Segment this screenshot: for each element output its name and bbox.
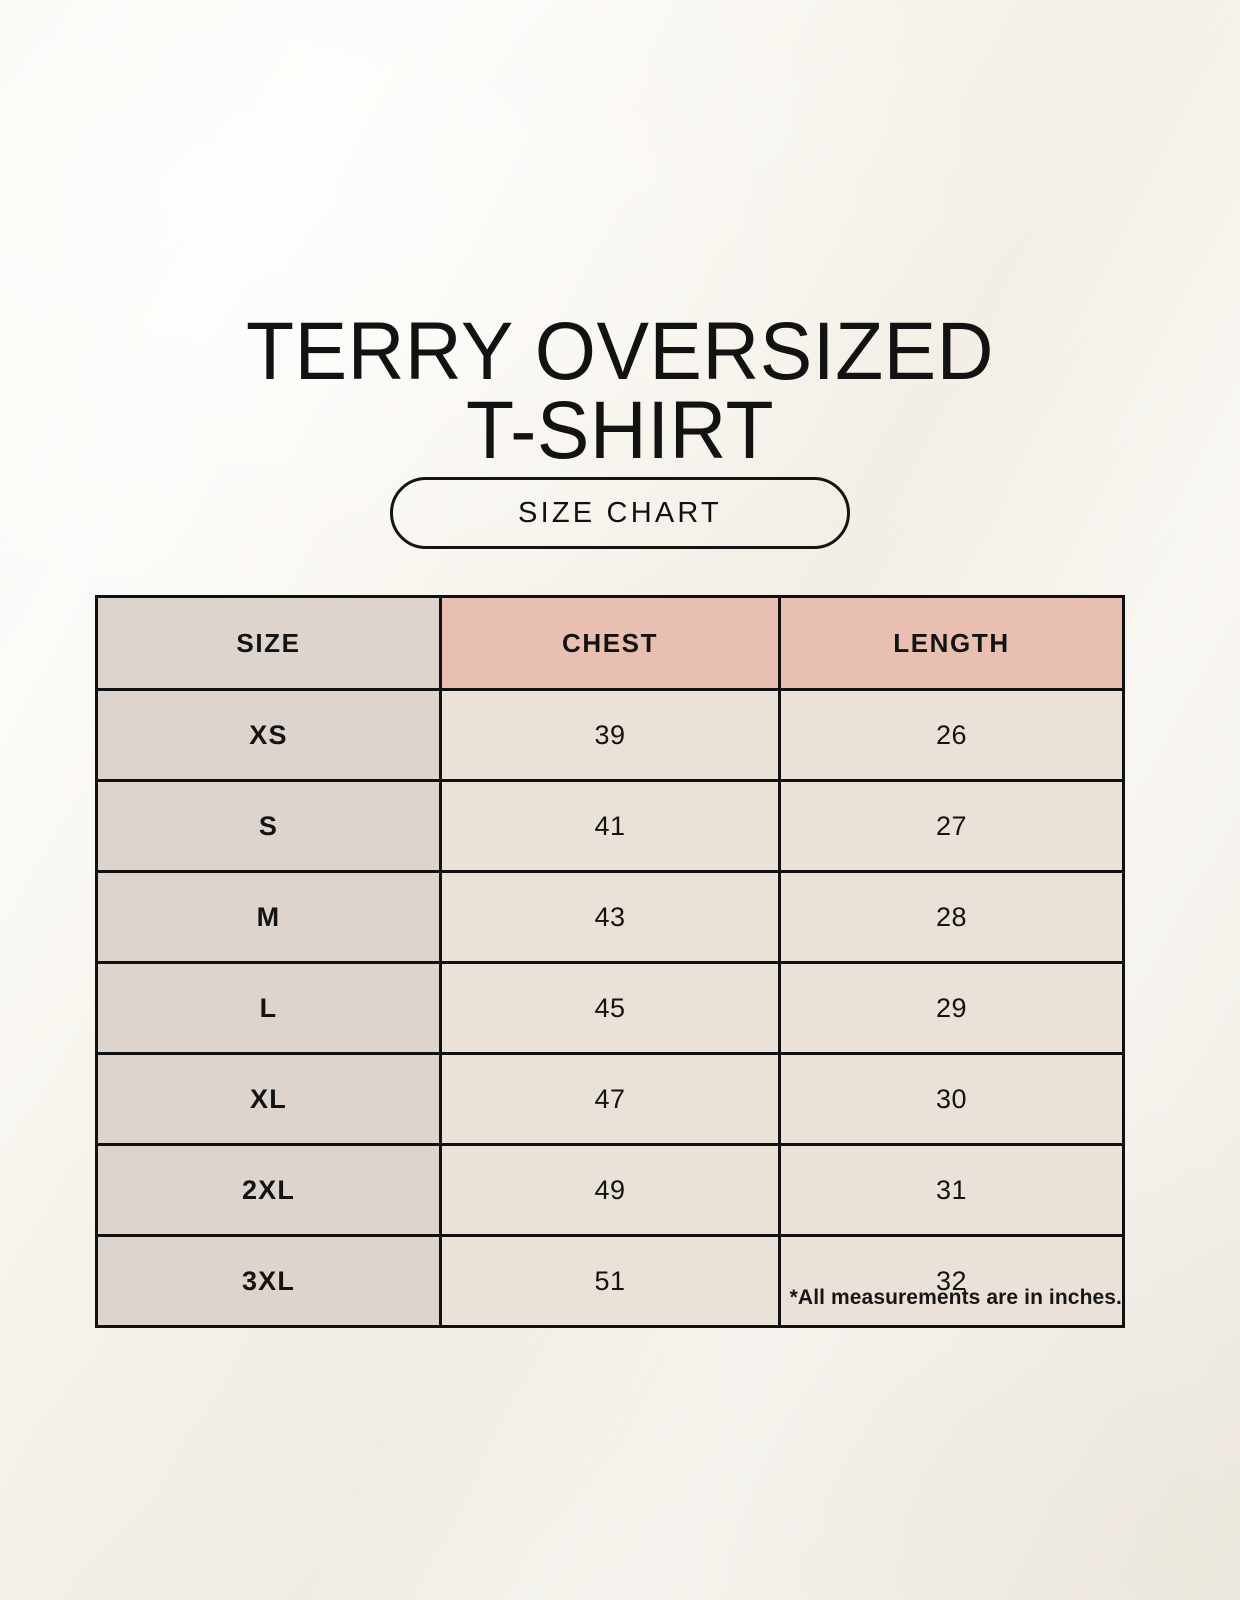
- page-title-line-2: T-SHIRT: [465, 384, 775, 476]
- cell-length: 29: [778, 961, 1125, 1055]
- table-row: XL 47 30: [95, 1052, 1125, 1146]
- cell-size: 2XL: [95, 1143, 442, 1237]
- table-row: M 43 28: [95, 870, 1125, 964]
- table-header: SIZE CHEST LENGTH: [95, 595, 1125, 691]
- column-header-length: LENGTH: [778, 595, 1125, 691]
- cell-length: 32: [778, 1234, 1125, 1328]
- cell-size: XS: [95, 688, 442, 782]
- cell-chest: 47: [439, 1052, 781, 1146]
- table-header-row: SIZE CHEST LENGTH: [95, 595, 1125, 691]
- table-row: L 45 29: [95, 961, 1125, 1055]
- table-row: XS 39 26: [95, 688, 1125, 782]
- cell-length: 30: [778, 1052, 1125, 1146]
- cell-size: M: [95, 870, 442, 964]
- cell-chest: 41: [439, 779, 781, 873]
- size-chart-table: SIZE CHEST LENGTH XS 39 26 S 41 27 M: [95, 595, 1125, 1328]
- table-row: S 41 27: [95, 779, 1125, 873]
- cell-chest: 45: [439, 961, 781, 1055]
- cell-length: 31: [778, 1143, 1125, 1237]
- size-chart-badge: SIZE CHART: [390, 477, 850, 549]
- cell-length: 28: [778, 870, 1125, 964]
- cell-length: 27: [778, 779, 1125, 873]
- column-header-chest: CHEST: [439, 595, 781, 691]
- cell-chest: 51: [439, 1234, 781, 1328]
- page-title: TERRY OVERSIZED T-SHIRT: [25, 305, 1215, 476]
- page-title-line-1: TERRY OVERSIZED: [246, 305, 994, 397]
- cell-size: S: [95, 779, 442, 873]
- size-chart-table-container: SIZE CHEST LENGTH XS 39 26 S 41 27 M: [95, 595, 1125, 1328]
- measurement-units-note: *All measurements are in inches.: [789, 1286, 1122, 1309]
- cell-size: XL: [95, 1052, 442, 1146]
- column-header-size: SIZE: [95, 595, 442, 691]
- cell-chest: 49: [439, 1143, 781, 1237]
- cell-chest: 43: [439, 870, 781, 964]
- size-chart-badge-container: SIZE CHART: [0, 477, 1240, 549]
- table-row: 3XL 51 32: [95, 1234, 1125, 1328]
- cell-chest: 39: [439, 688, 781, 782]
- table-body: XS 39 26 S 41 27 M 43 28 L 45 29: [95, 688, 1125, 1328]
- cell-size: L: [95, 961, 442, 1055]
- cell-size: 3XL: [95, 1234, 442, 1328]
- cell-length: 26: [778, 688, 1125, 782]
- table-row: 2XL 49 31: [95, 1143, 1125, 1237]
